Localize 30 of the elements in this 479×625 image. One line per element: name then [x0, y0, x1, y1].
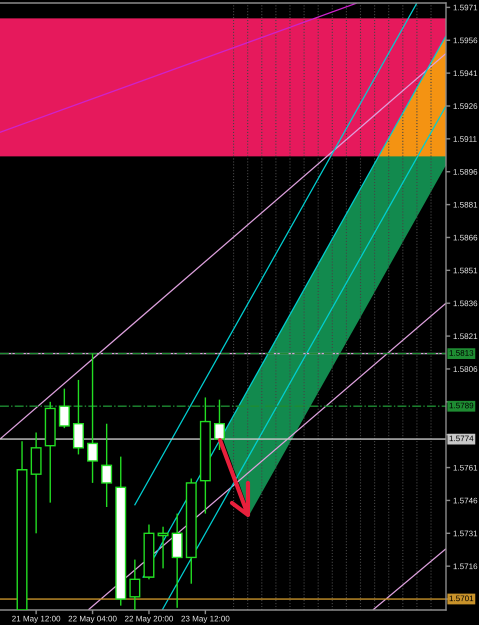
candlestick — [214, 398, 225, 451]
candlestick — [58, 388, 70, 429]
x-tick-label: 21 May 12:00 — [12, 616, 60, 624]
y-tick-label: 1.5926 — [454, 103, 478, 109]
ref-line-label: 1.5701 — [450, 596, 474, 602]
y-tick-label: 1.5941 — [454, 70, 478, 76]
y-tick-label: 1.5896 — [454, 169, 478, 175]
candlestick — [87, 352, 98, 484]
y-tick-label: 1.5821 — [454, 333, 478, 340]
y-tick-label: 1.5746 — [454, 498, 478, 504]
x-tick-label: 22 May 20:00 — [124, 616, 174, 624]
y-tick-label: 1.5851 — [454, 268, 478, 274]
ref-line-label: 1.5813 — [450, 350, 474, 356]
candlestick — [158, 526, 169, 570]
y-tick-label: 1.5911 — [454, 136, 477, 142]
y-tick-label: 1.5731 — [454, 530, 478, 536]
candlestick — [101, 423, 112, 508]
y-tick-label: 1.5716 — [454, 563, 478, 570]
y-tick-label: 1.5956 — [454, 38, 478, 44]
y-tick-label: 1.5761 — [454, 464, 478, 471]
y-tick-label: 1.5866 — [454, 234, 478, 240]
y-tick-label: 1.5836 — [454, 300, 478, 306]
x-tick-label: 22 May 04:00 — [68, 616, 117, 624]
y-tick-label: 1.5806 — [454, 366, 478, 372]
x-tick-label: 23 May 12:00 — [181, 616, 230, 624]
y-tick-label: 1.5971 — [454, 4, 478, 10]
candlestick — [129, 558, 140, 610]
ref-line-label: 1.5789 — [450, 402, 474, 408]
y-tick-label: 1.5881 — [454, 202, 478, 208]
ref-line-label: 1.5774 — [450, 436, 474, 442]
